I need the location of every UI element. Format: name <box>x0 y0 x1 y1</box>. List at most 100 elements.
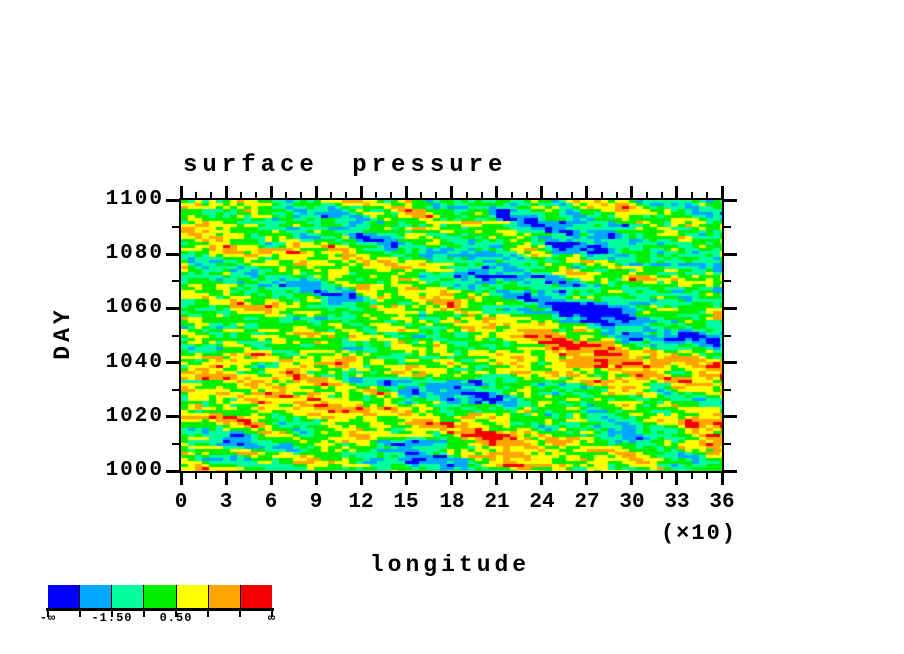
y-tick-label: 1020 <box>105 405 164 428</box>
x-major-tick-top <box>616 192 618 198</box>
x-major-tick-bottom <box>450 473 453 485</box>
y-major-tick-left <box>166 361 179 364</box>
x-major-tick-bottom <box>495 473 498 485</box>
colorbar-label: -∞ <box>39 611 57 625</box>
x-major-tick-bottom <box>511 473 513 479</box>
x-major-tick-bottom <box>585 473 588 485</box>
y-axis-title: DAY <box>50 306 76 360</box>
colorbar-cell <box>208 585 241 608</box>
x-major-tick-bottom <box>616 473 618 479</box>
x-major-tick-top <box>180 186 183 198</box>
x-tick-label: 33 <box>664 491 690 514</box>
x-tick-label: 9 <box>309 491 323 514</box>
colorbar-tick <box>175 608 177 617</box>
x-tick-label: 21 <box>484 491 510 514</box>
x-major-tick-top <box>285 192 287 198</box>
x-major-tick-bottom <box>405 473 408 485</box>
x-major-tick-bottom <box>661 473 663 479</box>
x-major-tick-top <box>450 186 453 198</box>
y-tick-label: 1080 <box>105 242 164 265</box>
x-major-tick-bottom <box>345 473 347 479</box>
y-tick-label: 1000 <box>105 459 164 482</box>
x-major-tick-top <box>195 192 197 198</box>
x-major-tick-bottom <box>375 473 377 479</box>
y-major-tick-left <box>172 280 179 282</box>
x-major-tick-top <box>495 186 498 198</box>
x-major-tick-top <box>255 192 257 198</box>
colorbar-label: 0.50 <box>159 611 193 625</box>
colorbar-tick <box>143 608 145 617</box>
x-major-tick-bottom <box>675 473 678 485</box>
x-major-tick-top <box>390 192 392 198</box>
y-major-tick-right <box>724 226 731 228</box>
x-major-tick-bottom <box>255 473 257 479</box>
y-major-tick-left <box>172 389 179 391</box>
colorbar-label: ∞ <box>267 611 277 625</box>
x-major-tick-top <box>661 192 663 198</box>
colorbar-tick <box>47 608 49 617</box>
x-major-tick-top <box>585 186 588 198</box>
y-major-tick-left <box>166 199 179 202</box>
x-major-tick-bottom <box>270 473 273 485</box>
x-major-tick-top <box>466 192 468 198</box>
y-major-tick-right <box>724 253 737 256</box>
x-major-tick-top <box>210 192 212 198</box>
y-tick-label: 1040 <box>105 351 164 374</box>
colorbar-tick <box>271 608 273 617</box>
x-major-tick-top <box>405 186 408 198</box>
x-tick-label: 6 <box>264 491 278 514</box>
colorbar-cell <box>48 585 81 608</box>
colorbar-cell <box>112 585 145 608</box>
x-major-tick-top <box>511 192 513 198</box>
x-tick-label: 18 <box>439 491 465 514</box>
x-major-tick-bottom <box>706 473 708 479</box>
x-major-tick-bottom <box>420 473 422 479</box>
x-major-tick-top <box>540 186 543 198</box>
x-major-tick-top <box>345 192 347 198</box>
y-tick-label: 1060 <box>105 296 164 319</box>
x-major-tick-bottom <box>601 473 603 479</box>
colorbar-cell <box>80 585 113 608</box>
x-major-tick-top <box>646 192 648 198</box>
y-major-tick-left <box>166 470 179 473</box>
y-major-tick-right <box>724 361 737 364</box>
y-major-tick-left <box>172 335 179 337</box>
x-axis-title: longitude <box>369 552 531 578</box>
colorbar-label: -1.50 <box>91 611 133 625</box>
y-major-tick-right <box>724 199 737 202</box>
y-major-tick-left <box>172 443 179 445</box>
x-major-tick-top <box>691 192 693 198</box>
x-major-tick-bottom <box>435 473 437 479</box>
colorbar-tick <box>79 608 81 617</box>
x-major-tick-top <box>375 192 377 198</box>
colorbar <box>48 585 272 608</box>
x-major-tick-bottom <box>556 473 558 479</box>
x-major-tick-bottom <box>180 473 183 485</box>
x-major-tick-top <box>556 192 558 198</box>
x-tick-label: 15 <box>393 491 419 514</box>
y-major-tick-right <box>724 443 731 445</box>
colorbar-tick <box>111 608 113 617</box>
x-major-tick-top <box>630 186 633 198</box>
x-major-tick-bottom <box>721 473 724 485</box>
x-major-tick-top <box>721 186 724 198</box>
x-major-tick-bottom <box>240 473 242 479</box>
y-major-tick-left <box>172 226 179 228</box>
x-major-tick-top <box>240 192 242 198</box>
x-major-tick-top <box>330 192 332 198</box>
y-major-tick-right <box>724 415 737 418</box>
y-major-tick-right <box>724 307 737 310</box>
x-tick-label: 0 <box>174 491 188 514</box>
x-major-tick-top <box>706 192 708 198</box>
x-tick-label: 27 <box>574 491 600 514</box>
x-major-tick-bottom <box>330 473 332 479</box>
colorbar-cell <box>240 585 272 608</box>
x-major-tick-top <box>675 186 678 198</box>
x-major-tick-top <box>270 186 273 198</box>
x-major-tick-bottom <box>481 473 483 479</box>
colorbar-tick <box>207 608 209 617</box>
x-major-tick-top <box>360 186 363 198</box>
y-major-tick-right <box>724 470 737 473</box>
colorbar-baseline <box>46 608 274 611</box>
